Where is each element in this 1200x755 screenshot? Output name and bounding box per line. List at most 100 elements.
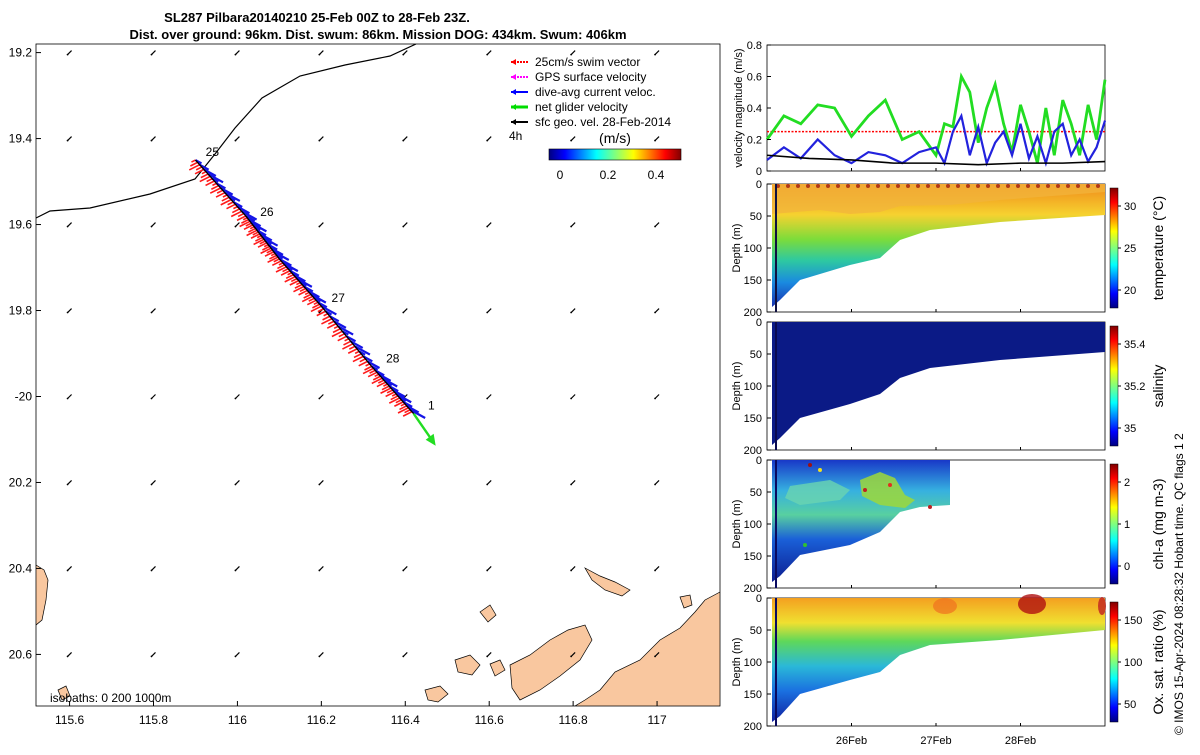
swim-vector: [226, 203, 236, 210]
oxygen-colorbar-tick-label: 50: [1124, 699, 1136, 711]
surface-velocity-arrow: [570, 566, 576, 571]
salinity-y-tick-label: 0: [756, 317, 762, 329]
surface-velocity-arrow-head: [654, 397, 656, 400]
surface-velocity-arrow-head: [570, 655, 573, 658]
surface-velocity-arrow: [318, 566, 324, 571]
swim-vector: [266, 249, 273, 254]
surface-velocity-arrow-head: [318, 225, 321, 228]
surface-velocity-arrow-head: [654, 655, 656, 658]
surface-velocity-arrow-head: [318, 569, 321, 572]
surface-velocity-arrow: [151, 222, 156, 227]
current-vector: [406, 404, 420, 414]
swim-vector: [312, 303, 320, 309]
swim-vector: [306, 299, 317, 306]
surface-velocity-arrow-head: [66, 397, 69, 400]
island: [509, 624, 593, 701]
surface-sample-dot: [936, 184, 940, 188]
swim-vector: [371, 377, 383, 385]
surface-sample-dot: [1046, 184, 1050, 188]
swim-vector: [352, 355, 364, 363]
swim-vector: [374, 373, 380, 377]
swim-vector: [287, 272, 292, 276]
swim-vector: [270, 252, 276, 257]
net-velocity-arrow: [412, 413, 433, 441]
swim-vector: [255, 236, 263, 242]
salinity-colorbar-label: salinity: [1150, 365, 1166, 408]
chla-high-dot: [803, 543, 807, 547]
swim-vector: [358, 360, 368, 367]
surface-velocity-arrow: [570, 136, 576, 141]
surface-velocity-arrow-head: [150, 483, 153, 486]
surface-velocity-arrow-head: [486, 397, 489, 400]
surface-velocity-arrow: [654, 50, 660, 56]
swim-vector: [216, 189, 224, 194]
swim-vector: [377, 379, 385, 384]
chla-y-tick-label: 100: [744, 519, 762, 531]
surface-velocity-arrow-head: [66, 569, 69, 572]
current-vector: [306, 289, 320, 299]
swim-vector: [188, 164, 201, 171]
surface-velocity-arrow: [570, 651, 576, 657]
swim-vector: [243, 224, 254, 231]
map-y-tick-label: 20.6: [9, 647, 33, 661]
surface-sample-dot: [956, 184, 960, 188]
swim-vector: [231, 208, 240, 214]
surface-velocity-arrow-head: [402, 53, 405, 56]
velocity-y-tick-label: 0.2: [747, 135, 762, 147]
surface-velocity-arrow: [486, 480, 492, 485]
swim-vector: [399, 405, 408, 411]
swim-vector: [212, 182, 217, 187]
velocity-panel: 0 0.2 0.4 0.6 0.8 velocity magnitude (m/s): [733, 40, 1107, 178]
surface-velocity-arrow: [570, 480, 576, 485]
surface-velocity-arrow: [654, 222, 660, 227]
swim-vector: [257, 242, 268, 248]
current-vector: [366, 360, 381, 369]
temperature-field: [772, 184, 1105, 307]
surface-velocity-arrow-head: [402, 139, 405, 142]
surface-sample-dot: [1036, 184, 1040, 188]
swim-vector: [252, 231, 259, 236]
chla-high-dot: [808, 463, 812, 467]
swim-vector: [317, 308, 324, 313]
salinity-colorbar-tick-label: 35.2: [1124, 381, 1145, 393]
current-vector: [333, 320, 347, 329]
surface-velocity-arrow: [318, 50, 324, 56]
temperature-colorbar-tick-label: 25: [1124, 243, 1136, 255]
surface-sample-dot: [976, 184, 980, 188]
swim-vector: [248, 227, 256, 233]
velocity-ylabel: velocity magnitude (m/s): [733, 48, 745, 167]
isobaths-text: isobaths: 0 200 1000m: [50, 691, 171, 705]
legend-arrowhead: [511, 89, 516, 95]
swim-vector: [386, 389, 394, 394]
surface-sample-dot: [896, 184, 900, 188]
swim-vector: [245, 222, 252, 227]
swim-vector: [367, 371, 378, 378]
surface-velocity-arrow: [402, 50, 408, 56]
swim-vector: [195, 166, 203, 171]
swim-vector: [354, 350, 360, 355]
surface-sample-dot: [886, 184, 890, 188]
surface-velocity-arrow-head: [318, 483, 321, 486]
surface-velocity-arrow-head: [318, 397, 321, 400]
swim-vector: [353, 353, 362, 359]
surface-velocity-arrow: [67, 566, 72, 571]
surface-velocity-arrow-head: [150, 311, 153, 314]
chla-colorbar-tick-label: 0: [1124, 561, 1130, 573]
current-vector: [378, 373, 392, 382]
surface-velocity-arrow-head: [402, 311, 405, 314]
swim-vector: [391, 393, 397, 397]
swim-vector: [271, 260, 282, 267]
surface-velocity-arrow-head: [486, 483, 489, 486]
swim-vector: [277, 264, 285, 270]
swim-vector: [383, 383, 388, 387]
surface-velocity-arrow-head: [234, 655, 237, 658]
surface-velocity-arrow: [318, 480, 324, 485]
surface-velocity-arrow-head: [66, 483, 69, 486]
surface-velocity-arrow-head: [150, 53, 153, 56]
surface-velocity-arrow-head: [486, 569, 489, 572]
swim-vector: [250, 233, 261, 239]
current-vector: [224, 191, 241, 202]
surface-velocity-arrow: [486, 50, 492, 56]
swim-vector: [342, 343, 354, 350]
